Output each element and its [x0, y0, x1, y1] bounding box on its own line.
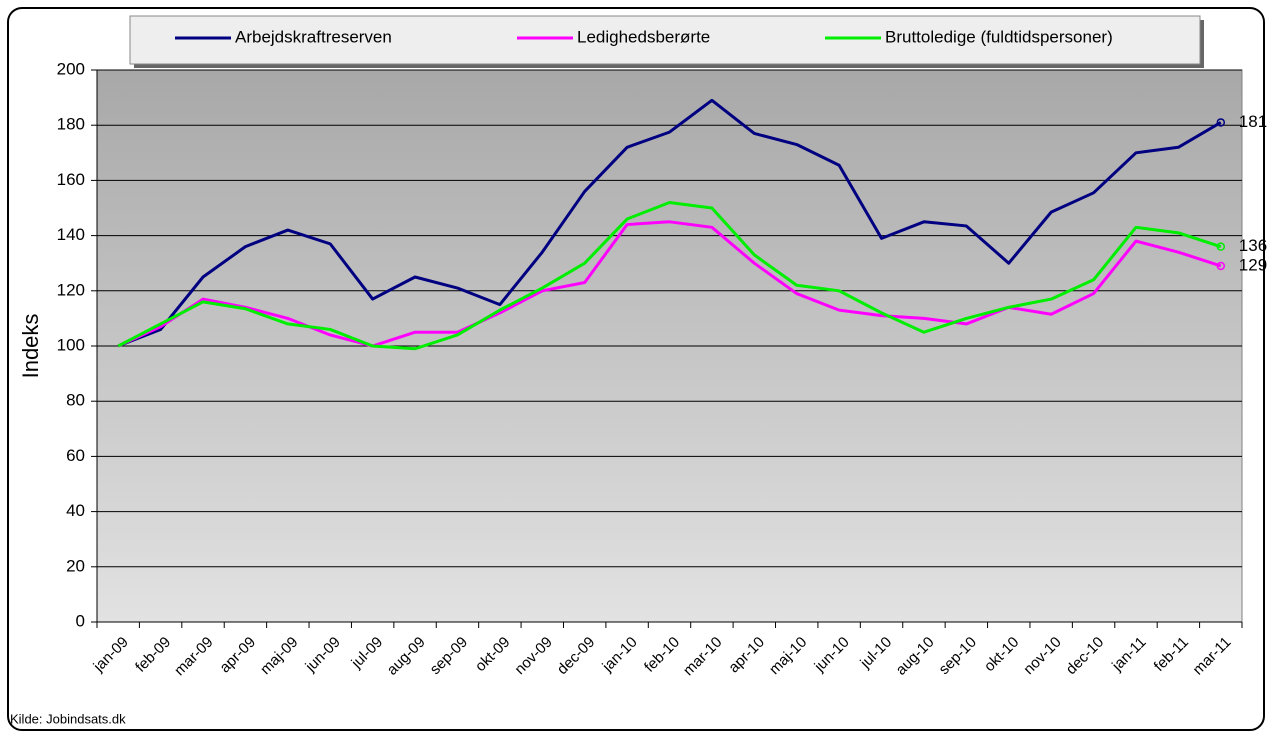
- y-tick-label: 160: [57, 170, 85, 189]
- series-line: [117, 200, 1222, 351]
- y-tick-label: 40: [66, 501, 85, 520]
- y-axis-label: Indeks: [18, 314, 43, 379]
- legend-label: Arbejdskraftreserven: [235, 27, 392, 46]
- legend-label: Bruttoledige (fuldtidspersoner): [885, 27, 1113, 46]
- y-tick-label: 0: [76, 611, 85, 630]
- y-tick-label: 80: [66, 391, 85, 410]
- y-tick-label: 200: [57, 59, 85, 78]
- y-tick-label: 20: [66, 556, 85, 575]
- end-marker: [1216, 118, 1226, 127]
- end-marker: [1216, 261, 1226, 271]
- source: Kilde: Jobindsats.dk: [10, 711, 126, 726]
- legend-label: Ledighedsberørte: [577, 27, 710, 46]
- data-label: 129: [1239, 255, 1267, 274]
- series-line: [117, 220, 1222, 348]
- data-label: 181: [1239, 112, 1267, 131]
- y-tick-label: 140: [57, 225, 85, 244]
- y-tick-label: 100: [57, 335, 85, 354]
- end-marker: [1216, 242, 1226, 251]
- y-tick-label: 60: [66, 446, 85, 465]
- data-label: 136: [1239, 236, 1267, 255]
- legend: [129, 15, 1201, 65]
- y-tick-label: 120: [57, 280, 85, 299]
- series-line: [117, 98, 1222, 348]
- y-tick-label: 180: [57, 115, 85, 134]
